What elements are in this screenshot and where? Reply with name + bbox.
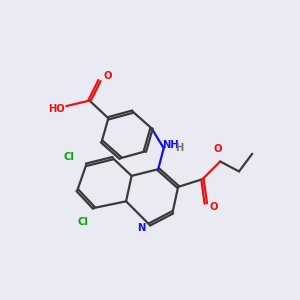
Text: H: H	[175, 143, 183, 153]
Text: NH: NH	[162, 140, 179, 150]
Text: O: O	[214, 144, 222, 154]
Text: N: N	[137, 223, 146, 233]
Text: O: O	[103, 71, 112, 81]
Text: HO: HO	[48, 104, 65, 114]
Text: Cl: Cl	[77, 218, 88, 227]
Text: O: O	[209, 202, 218, 212]
Text: Cl: Cl	[63, 152, 74, 162]
